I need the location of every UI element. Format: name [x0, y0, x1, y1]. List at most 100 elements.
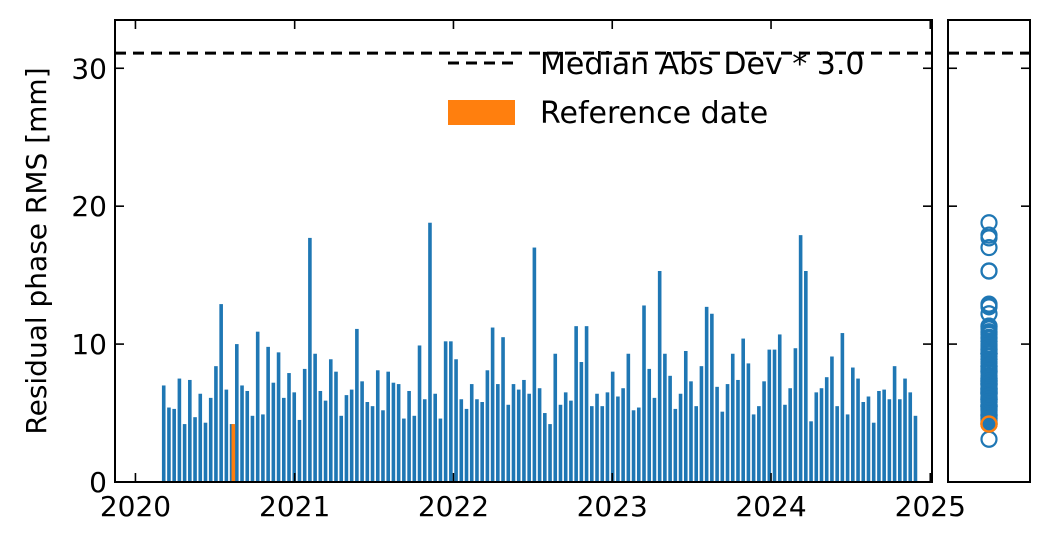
bar	[647, 368, 652, 482]
bar	[438, 418, 443, 482]
bar	[579, 362, 584, 482]
bar	[198, 393, 203, 482]
bar	[543, 413, 547, 482]
bar	[913, 415, 918, 482]
bar	[188, 379, 192, 482]
bar	[276, 352, 281, 482]
bar	[908, 392, 913, 482]
bar	[464, 408, 469, 482]
bar	[302, 368, 307, 482]
bar	[574, 326, 578, 482]
bar	[694, 406, 699, 482]
bar	[892, 366, 897, 482]
distribution-point	[980, 298, 998, 316]
bar	[480, 402, 484, 482]
bar	[417, 345, 422, 482]
distribution-point	[980, 262, 998, 280]
bar	[433, 393, 437, 482]
bar	[334, 371, 338, 482]
bar	[318, 390, 323, 482]
bar	[636, 407, 641, 482]
bar	[777, 334, 782, 482]
bar	[600, 406, 605, 482]
bar	[569, 400, 573, 482]
bar	[704, 306, 709, 482]
bar	[840, 333, 845, 482]
distribution-point	[980, 317, 998, 335]
bar	[193, 417, 197, 482]
bar	[308, 237, 312, 482]
bar	[903, 378, 907, 482]
bar	[219, 304, 223, 482]
distribution-point	[980, 238, 998, 257]
distribution-point	[980, 324, 998, 342]
bar	[861, 402, 866, 482]
y-tick-label: 10	[71, 328, 107, 361]
bar	[266, 346, 270, 482]
bar	[214, 366, 218, 482]
bar	[590, 406, 594, 482]
bar	[365, 402, 370, 482]
ticks-layer: 0 10 20 30 2020 2021 2022 2023 2024 2025	[71, 20, 1030, 523]
bar	[809, 421, 813, 482]
bar	[824, 377, 829, 482]
x-tick-label: 2022	[418, 490, 489, 523]
bar	[328, 359, 333, 482]
distribution-point	[980, 407, 998, 425]
bar	[610, 371, 615, 482]
bar	[349, 389, 354, 482]
bar	[626, 353, 631, 482]
bar	[798, 235, 803, 482]
bar	[845, 414, 850, 482]
bar	[240, 385, 244, 482]
bar	[762, 381, 766, 482]
bar	[621, 388, 625, 482]
bar	[422, 399, 427, 482]
bar	[689, 381, 693, 482]
bar	[757, 406, 761, 482]
bar	[882, 389, 886, 482]
bar	[788, 388, 792, 482]
bar	[741, 338, 745, 482]
bar	[652, 397, 657, 482]
distribution-point	[980, 347, 998, 366]
bar	[224, 389, 229, 482]
bar	[255, 331, 260, 482]
bar	[563, 392, 568, 482]
bar	[772, 349, 777, 482]
bar	[475, 399, 479, 482]
bar	[261, 414, 265, 482]
bar	[281, 397, 286, 482]
distribution-point	[980, 369, 998, 388]
bar	[506, 404, 511, 482]
legend-reference-label: Reference date	[540, 96, 768, 131]
bar	[511, 384, 516, 482]
bar	[516, 389, 521, 482]
bar	[725, 384, 730, 482]
bar	[428, 222, 432, 483]
bar	[527, 393, 531, 482]
bar	[344, 395, 349, 482]
x-tick-label: 2021	[259, 490, 330, 523]
bar	[898, 399, 902, 482]
bar	[177, 378, 182, 482]
bar	[553, 353, 558, 482]
bar	[443, 341, 448, 482]
legend: Median Abs Dev * 3.0 Reference date	[448, 47, 864, 131]
bar	[657, 271, 662, 482]
bar	[501, 337, 505, 482]
side-axes-frame	[947, 19, 1031, 483]
bar	[866, 396, 871, 482]
distribution-point	[980, 305, 998, 323]
bar	[469, 384, 474, 482]
distribution-reference-point	[980, 415, 998, 433]
bar	[313, 353, 317, 482]
bar	[584, 326, 589, 482]
bar	[496, 384, 500, 482]
bar	[297, 419, 302, 482]
bar	[720, 411, 725, 482]
bar	[381, 410, 385, 482]
bar	[412, 415, 417, 482]
